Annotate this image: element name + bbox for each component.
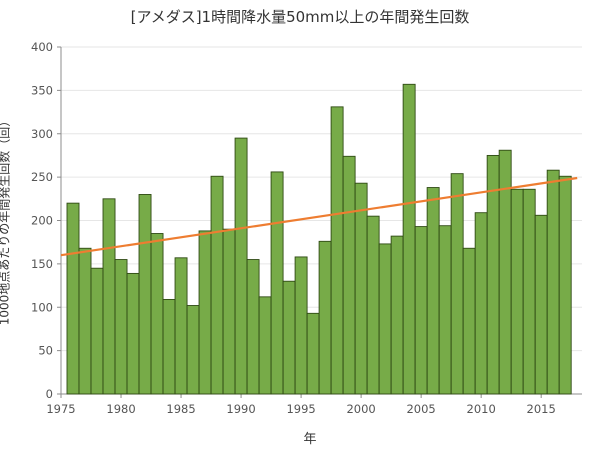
- y-tick-label: 100: [31, 300, 53, 314]
- bar: [90, 267, 104, 395]
- bar: [198, 230, 212, 395]
- bar: [306, 312, 320, 395]
- y-tick-label: 300: [31, 127, 53, 141]
- x-tick-label: 2015: [527, 402, 556, 416]
- bar: [114, 259, 128, 395]
- bar: [318, 240, 332, 395]
- bar: [258, 296, 272, 395]
- bar: [462, 247, 476, 395]
- bar: [282, 280, 296, 395]
- bar: [450, 173, 464, 395]
- y-tick-label: 200: [31, 214, 53, 228]
- bar: [330, 106, 344, 395]
- bar: [438, 225, 452, 395]
- x-tick-label: 1980: [106, 402, 135, 416]
- chart-title: [アメダス]1時間降水量50mm以上の年間発生回数: [130, 8, 470, 26]
- x-tick-label: 2005: [406, 402, 435, 416]
- bar: [174, 257, 188, 395]
- y-tick-label: 400: [31, 40, 53, 54]
- x-tick-label: 1975: [46, 402, 75, 416]
- bar: [390, 235, 404, 395]
- x-tick-label: 1990: [226, 402, 255, 416]
- x-tick-label: 2000: [346, 402, 375, 416]
- bar: [498, 149, 512, 395]
- bar: [150, 233, 164, 395]
- bar: [246, 259, 260, 395]
- bar: [366, 215, 380, 395]
- bar: [138, 194, 152, 395]
- bar: [558, 175, 572, 395]
- x-tick-label: 1985: [166, 402, 195, 416]
- trend-line: [60, 176, 578, 257]
- bar: [402, 83, 416, 395]
- bar: [78, 247, 92, 395]
- x-axis-title: 年: [303, 432, 317, 447]
- bar: [378, 243, 392, 395]
- bar: [162, 298, 176, 395]
- y-tick-label: 150: [31, 257, 53, 271]
- y-tick-label: 250: [31, 170, 53, 184]
- y-tick-label: 0: [46, 387, 53, 401]
- bar: [210, 175, 224, 395]
- bar: [342, 155, 356, 395]
- bar: [222, 228, 236, 395]
- bar: [234, 137, 248, 395]
- bar: [414, 226, 428, 395]
- x-tick-label: 1995: [286, 402, 315, 416]
- bar: [510, 188, 524, 395]
- bar: [270, 171, 284, 395]
- y-tick-label: 50: [38, 344, 53, 358]
- bar: [426, 187, 440, 395]
- bar: [354, 182, 368, 395]
- bar: [102, 198, 116, 395]
- bar: [534, 214, 548, 395]
- bar: [186, 305, 200, 395]
- bar: [126, 272, 140, 395]
- x-tick-label: 2010: [467, 402, 496, 416]
- y-tick-label: 350: [31, 83, 53, 97]
- bar: [522, 188, 536, 395]
- bar: [294, 256, 308, 395]
- bar: [66, 202, 80, 395]
- bar: [474, 212, 488, 395]
- bar: [546, 169, 560, 395]
